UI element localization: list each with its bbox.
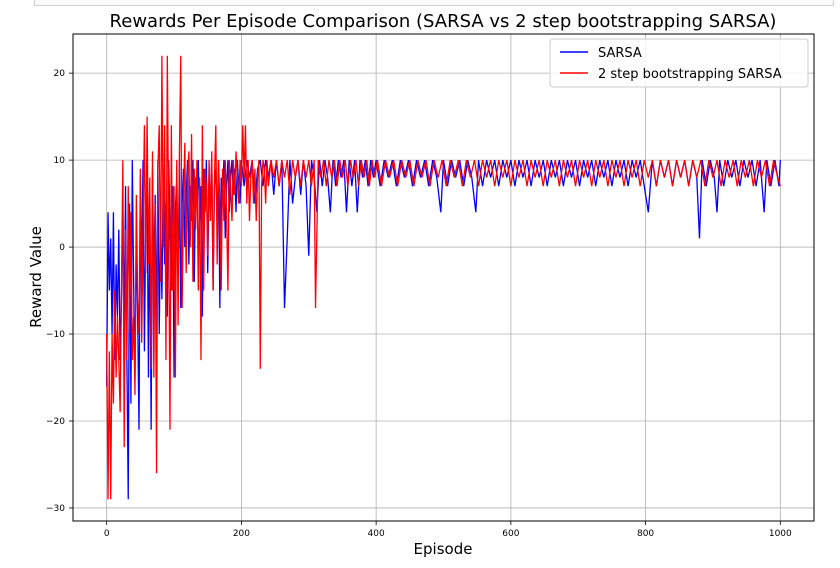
legend: SARSA 2 step bootstrapping SARSA bbox=[549, 38, 809, 88]
chart-title: Rewards Per Episode Comparison (SARSA vs… bbox=[110, 11, 777, 32]
x-tick-label: 800 bbox=[637, 529, 654, 539]
legend-label-2step-sarsa: 2 step bootstrapping SARSA bbox=[598, 67, 782, 82]
legend-label-sarsa: SARSA bbox=[598, 46, 642, 61]
y-axis-label: Reward Value bbox=[27, 226, 45, 328]
window-top-strip bbox=[34, 0, 834, 6]
y-tick-label: 20 bbox=[54, 69, 66, 79]
x-axis-label: Episode bbox=[414, 540, 473, 558]
y-tick-label: −20 bbox=[46, 417, 65, 427]
x-tick-label: 1000 bbox=[769, 529, 792, 539]
x-tick-label: 200 bbox=[233, 529, 250, 539]
y-tick-label: −30 bbox=[46, 504, 65, 514]
y-axis-ticks: −30 −20 −10 0 10 20 bbox=[46, 69, 73, 514]
x-axis-ticks: 0 200 400 600 800 1000 bbox=[104, 521, 792, 539]
y-tick-label: −10 bbox=[46, 330, 65, 340]
x-tick-label: 400 bbox=[368, 529, 385, 539]
y-tick-label: 10 bbox=[54, 156, 66, 166]
grid-lines bbox=[73, 34, 814, 521]
series-layer bbox=[106, 55, 781, 500]
x-tick-label: 0 bbox=[104, 529, 110, 539]
plot-frame bbox=[72, 33, 815, 522]
two-step-sarsa-line bbox=[106, 55, 781, 500]
y-tick-label: 0 bbox=[59, 243, 65, 253]
legend-box bbox=[549, 38, 809, 88]
x-tick-label: 600 bbox=[502, 529, 519, 539]
